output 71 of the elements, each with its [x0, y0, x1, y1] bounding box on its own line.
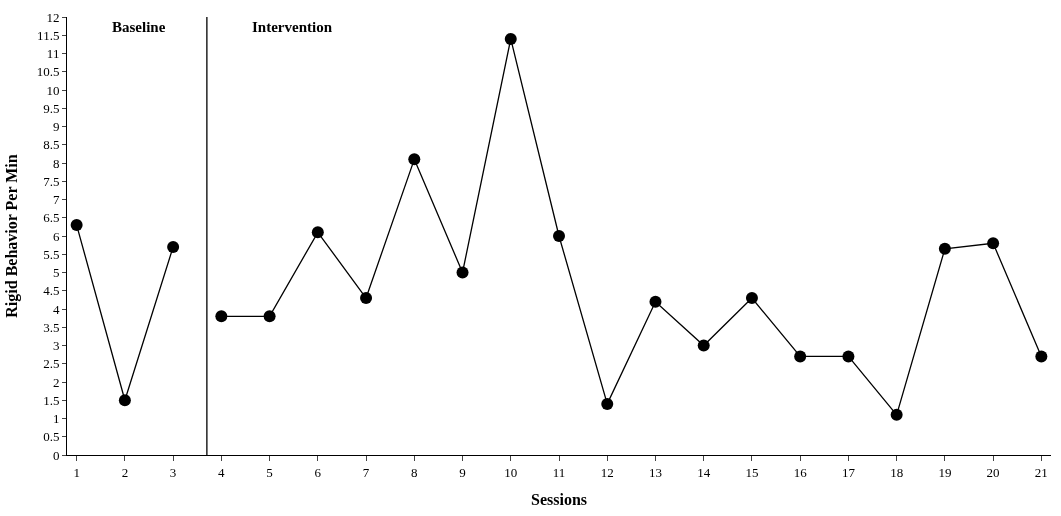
point	[842, 350, 855, 363]
x-tick-label: 11	[552, 464, 566, 480]
x-tick-label: 6	[314, 464, 322, 480]
x-tick-label: 20	[986, 464, 1000, 480]
point	[987, 237, 1000, 250]
y-tick-label: 5.5	[43, 246, 60, 262]
point	[215, 310, 228, 323]
x-tick-label: 8	[411, 464, 418, 480]
y-tick-label: 6	[52, 228, 60, 244]
y-tick-label: 2	[52, 374, 60, 390]
x-tick-label: 1	[73, 464, 80, 480]
x-tick-label: 13	[648, 464, 662, 480]
y-tick-label: 9	[52, 119, 60, 135]
point	[167, 240, 180, 253]
y-tick-label: 4	[52, 301, 60, 317]
point	[890, 408, 903, 421]
y-axis-title: Rigid Behavior Per Min	[2, 154, 21, 318]
point	[1035, 350, 1048, 363]
y-tick-label: 10.5	[36, 64, 60, 80]
y-tick-label: 5	[52, 265, 60, 281]
y-tick-label: 2.5	[43, 356, 60, 372]
y-tick-label: 1.5	[43, 392, 60, 408]
point	[553, 230, 565, 242]
y-tick-label: 3	[52, 338, 60, 354]
y-tick-label: 0.5	[43, 429, 60, 445]
y-tick-label: 1	[52, 411, 60, 427]
point	[311, 226, 324, 239]
y-tick-label: 7.5	[43, 173, 60, 189]
x-tick-label: 10	[504, 464, 518, 480]
y-tick-label: 10	[46, 82, 60, 98]
x-tick-label: 19	[938, 464, 952, 480]
y-tick-label: 12	[46, 9, 60, 25]
x-tick-label: 3	[169, 464, 177, 480]
y-tick-label: 3.5	[43, 319, 60, 335]
x-tick-label: 9	[459, 464, 466, 480]
point	[649, 295, 662, 308]
point	[745, 292, 758, 305]
point	[263, 310, 276, 323]
x-axis-title: Sessions	[530, 491, 588, 509]
annotation: Baseline	[112, 19, 166, 35]
y-tick-label: 0	[52, 447, 60, 463]
y-tick-label: 11.5	[37, 27, 60, 43]
x-tick-label: 5	[266, 464, 273, 480]
y-tick-label: 8.5	[43, 137, 60, 153]
annotation: Intervention	[252, 19, 333, 35]
y-tick-label: 7	[52, 192, 60, 208]
point	[70, 219, 83, 232]
point	[794, 350, 807, 363]
y-tick-label: 11	[46, 46, 60, 62]
y-tick-label: 9.5	[43, 100, 60, 116]
y-tick-label: 4.5	[43, 283, 60, 299]
y-tick-label: 8	[52, 155, 60, 171]
x-tick-label: 16	[793, 464, 808, 480]
point	[456, 266, 469, 279]
point	[697, 339, 710, 352]
point	[408, 153, 421, 166]
point	[118, 394, 131, 407]
x-tick-label: 4	[218, 464, 226, 480]
x-tick-label: 14	[697, 464, 711, 480]
x-tick-label: 17	[841, 464, 856, 480]
x-tick-label: 15	[745, 464, 759, 480]
x-tick-label: 21	[1034, 464, 1048, 480]
point	[504, 32, 517, 45]
x-tick-label: 18	[890, 464, 904, 480]
point	[601, 397, 614, 410]
point	[938, 242, 951, 255]
x-tick-label: 12	[600, 464, 614, 480]
point	[360, 292, 373, 305]
x-tick-label: 7	[362, 464, 370, 480]
y-tick-label: 6.5	[43, 210, 60, 226]
x-tick-label: 2	[121, 464, 129, 480]
